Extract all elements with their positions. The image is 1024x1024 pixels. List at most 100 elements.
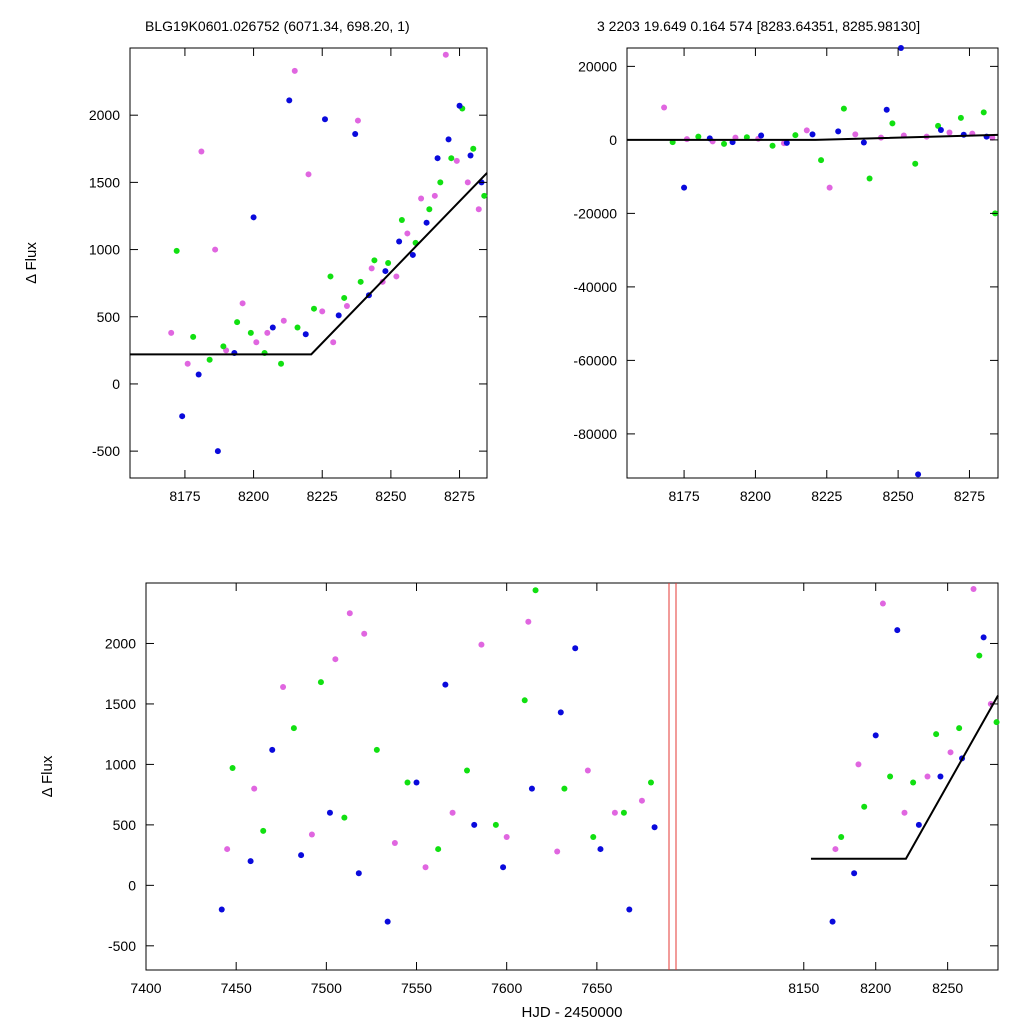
data-point — [343, 303, 350, 309]
data-point — [298, 852, 305, 859]
data-point — [464, 767, 471, 774]
data-point — [409, 251, 416, 258]
data-point — [404, 230, 411, 237]
data-point — [431, 192, 438, 199]
data-point — [910, 779, 917, 786]
x-axis-label: HJD - 2450000 — [522, 1004, 623, 1021]
data-point — [456, 102, 463, 109]
data-point — [229, 765, 236, 772]
data-point — [195, 371, 202, 378]
data-point — [453, 157, 460, 164]
data-point — [894, 627, 901, 634]
x-tick-label: 7400 — [130, 980, 161, 996]
y-tick-label: 1500 — [105, 696, 136, 712]
data-point — [855, 761, 862, 768]
data-point — [198, 148, 205, 155]
data-point — [305, 171, 312, 178]
data-point — [915, 821, 922, 828]
data-point — [442, 681, 449, 688]
data-point — [302, 331, 309, 338]
data-point — [835, 128, 842, 135]
x-tick-label: 7450 — [221, 980, 252, 996]
data-point — [330, 339, 337, 346]
y-tick-label: -80000 — [573, 426, 617, 442]
data-point — [915, 471, 922, 478]
data-point — [912, 160, 919, 167]
data-point — [809, 131, 816, 138]
data-point — [310, 305, 317, 312]
data-point — [269, 746, 276, 753]
x-tick-label: 8250 — [932, 980, 963, 996]
data-point — [269, 324, 276, 331]
data-point — [470, 145, 477, 152]
x-tick-label: 8250 — [375, 488, 406, 504]
data-point — [247, 329, 254, 336]
fit-line — [810, 694, 999, 860]
data-point — [212, 246, 219, 253]
data-point — [651, 824, 658, 831]
data-point — [413, 779, 420, 786]
data-point — [611, 809, 618, 816]
top-left-panel: -500 0 500 1000 1500 2000 8175 8200 8225 8250 8275… — [23, 47, 488, 504]
data-point — [278, 360, 285, 367]
data-point — [521, 697, 528, 704]
data-point — [590, 833, 597, 840]
data-point — [769, 142, 776, 149]
data-point — [224, 846, 231, 853]
x-tick-label: 7600 — [491, 980, 522, 996]
y-tick-label: 0 — [112, 376, 120, 392]
data-point — [317, 679, 324, 686]
data-point — [239, 300, 246, 307]
data-point — [976, 652, 983, 659]
data-point — [179, 413, 186, 420]
data-point — [993, 719, 1000, 726]
y-tick-label: 20000 — [578, 58, 617, 74]
data-point — [264, 329, 271, 336]
data-point — [743, 134, 750, 141]
bottom-panel: -500 0 500 1000 1500 2000 7400 7450 7500 7550 7600… — [39, 582, 1000, 1021]
data-point — [234, 319, 241, 326]
y-tick-label: -500 — [108, 938, 136, 954]
data-point — [250, 214, 257, 221]
data-point — [396, 238, 403, 245]
y-tick-label: 0 — [609, 132, 617, 148]
data-point — [361, 630, 368, 637]
data-point — [355, 870, 362, 877]
header-right-text: 3 2203 19.649 0.164 574 [8283.64351, 828… — [597, 18, 920, 34]
x-tick-label: 8275 — [444, 488, 475, 504]
data-point — [471, 821, 478, 828]
y-tick-label: 2000 — [89, 107, 120, 123]
top-right-panel: -80000 -60000 -40000 -20000 0 20000 8175 8200 82… — [573, 45, 999, 504]
data-point — [371, 257, 378, 264]
data-point — [290, 725, 297, 732]
data-point — [442, 51, 449, 58]
data-point — [335, 312, 342, 319]
data-point — [220, 343, 227, 350]
data-point — [286, 97, 293, 104]
y-tick-label: 500 — [113, 817, 137, 833]
data-point — [423, 219, 430, 226]
data-point — [561, 785, 568, 792]
data-point — [852, 131, 859, 138]
y-tick-label: -60000 — [573, 352, 617, 368]
data-point — [373, 746, 380, 753]
data-point — [924, 773, 931, 780]
y-tick-label: 500 — [97, 309, 121, 325]
data-point — [758, 132, 765, 139]
data-point — [260, 827, 267, 834]
data-point — [647, 779, 654, 786]
data-point — [449, 809, 456, 816]
data-point — [883, 106, 890, 113]
data-point — [384, 918, 391, 925]
data-point — [597, 846, 604, 853]
x-tick-label: 8225 — [307, 488, 338, 504]
data-point — [321, 116, 328, 123]
plot-frame — [145, 582, 999, 971]
x-tick-label: 7650 — [581, 980, 612, 996]
x-tick-label: 8250 — [883, 488, 914, 504]
x-tick-label: 8275 — [954, 488, 985, 504]
data-point — [946, 129, 953, 136]
data-point — [879, 600, 886, 607]
x-tick-label: 8175 — [169, 488, 200, 504]
